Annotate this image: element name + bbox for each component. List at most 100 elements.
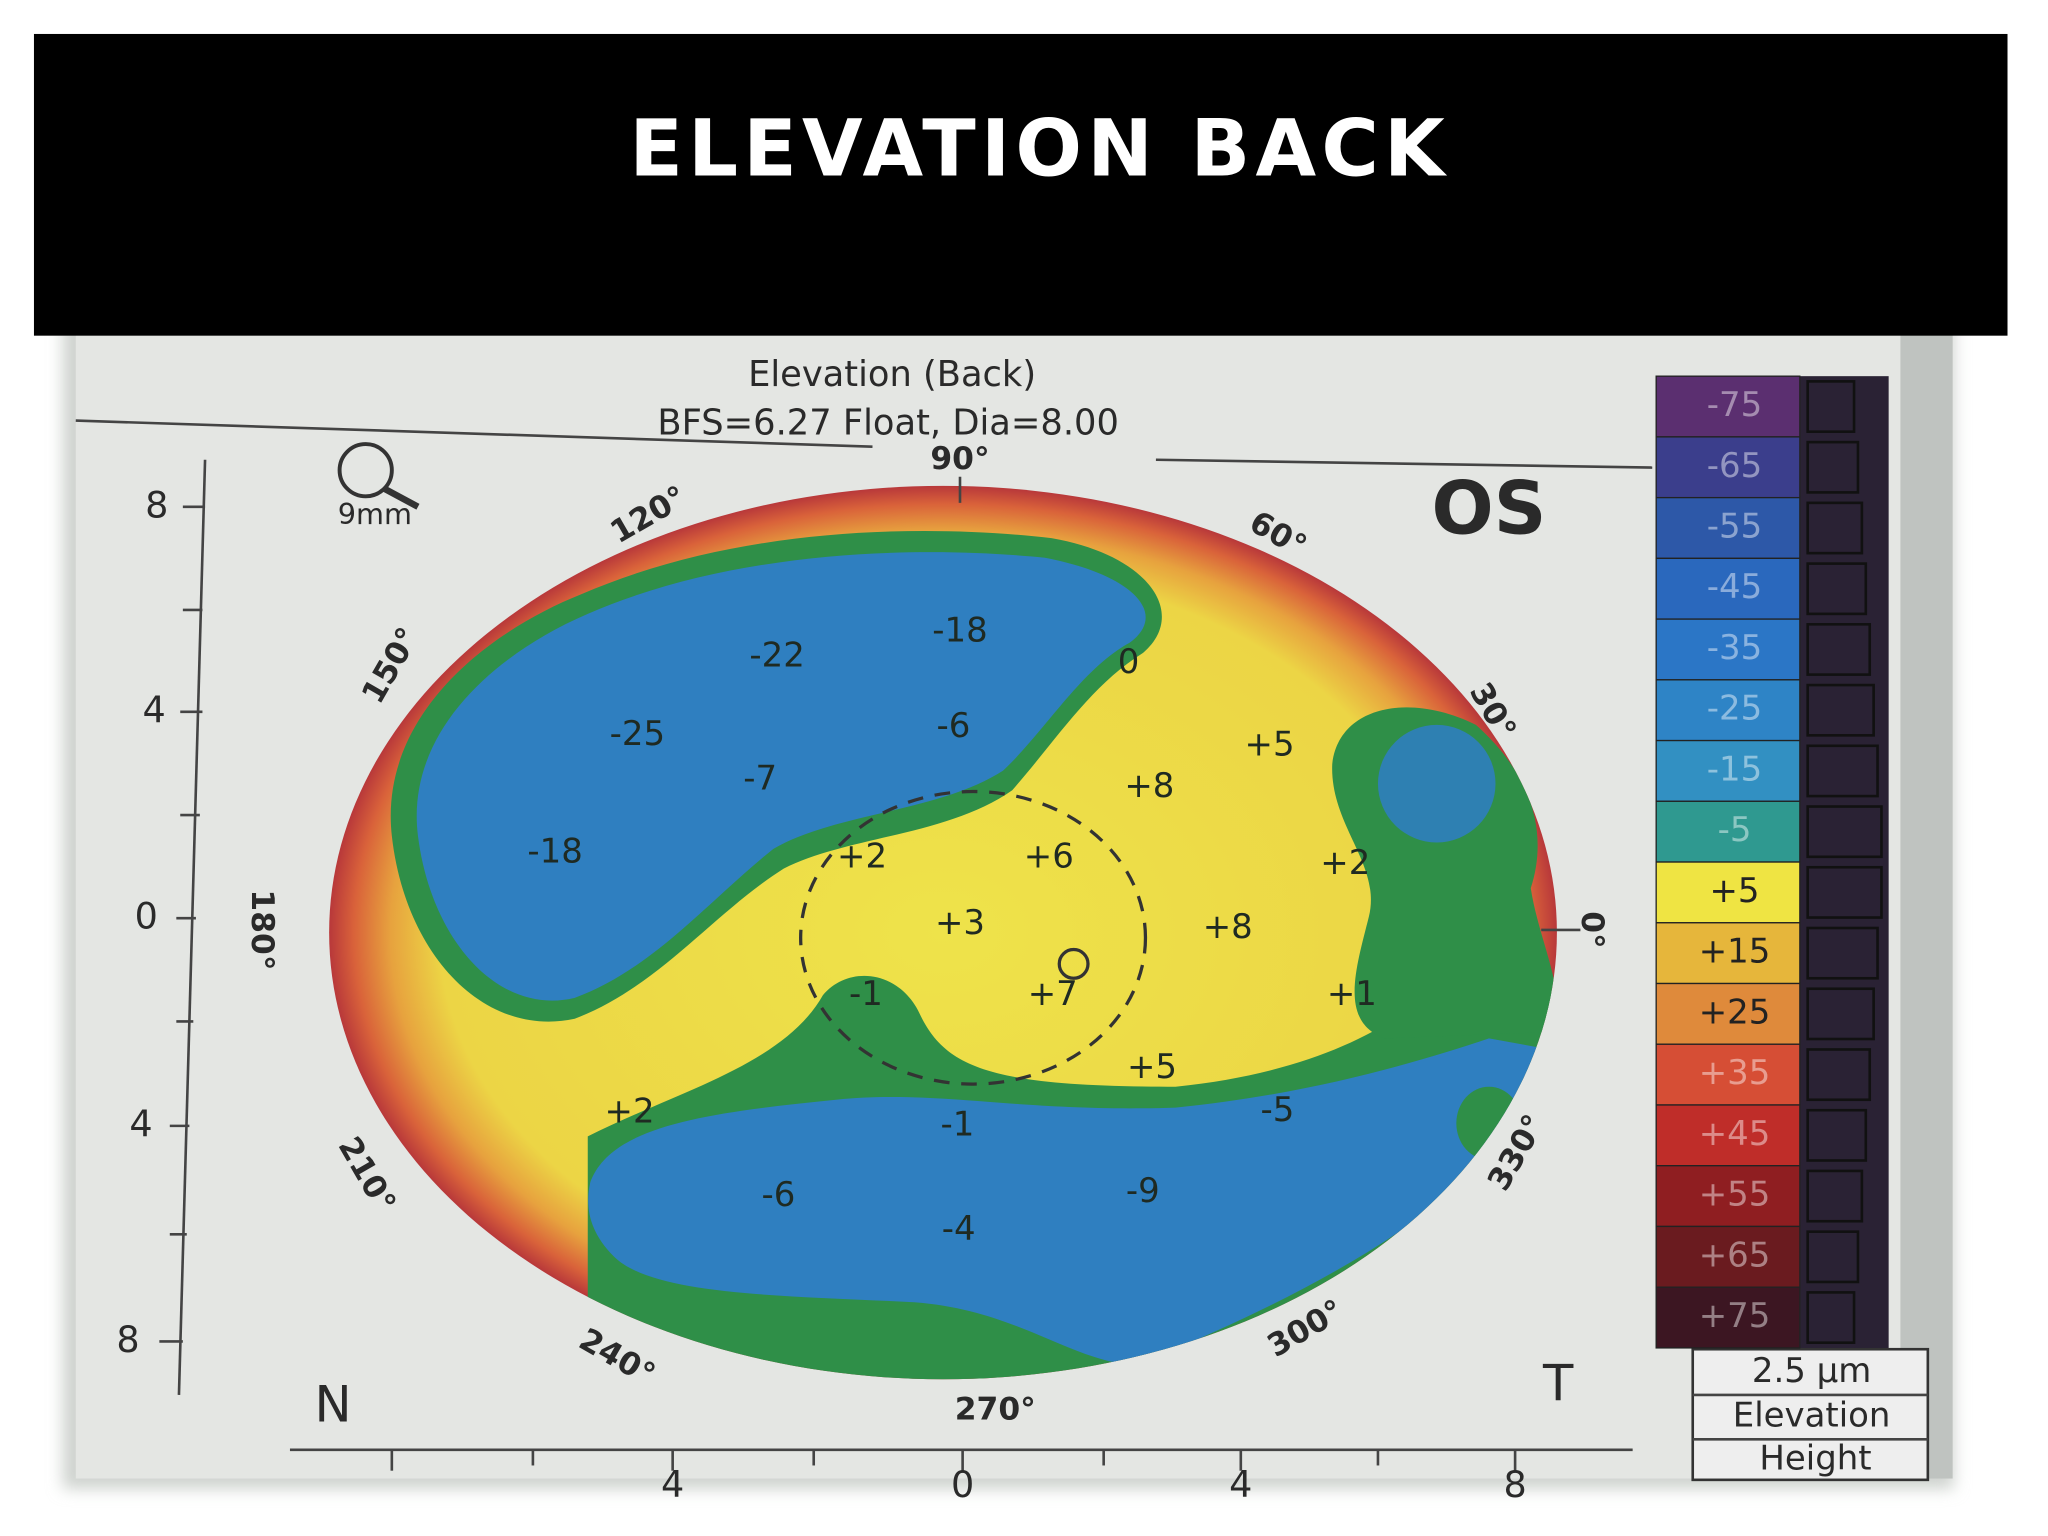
scale-label: +15 (1699, 932, 1771, 972)
elevation-value: +8 (1124, 766, 1174, 806)
x-axis-label: 4 (661, 1463, 684, 1506)
y-axis-label: 8 (145, 483, 168, 526)
elevation-value: +2 (1320, 843, 1370, 883)
scale-bar (1806, 805, 1883, 859)
scale-bar (1806, 987, 1875, 1041)
photo-edge (1900, 329, 1953, 1479)
map-title: Elevation (Back) (748, 354, 1036, 395)
scale-swatch (1655, 436, 1801, 499)
elevation-value: +5 (1245, 724, 1295, 764)
y-axis-label: 4 (142, 688, 165, 731)
rule (75, 419, 873, 448)
scale-bar (1806, 1048, 1872, 1102)
angle-label: 180° (244, 889, 280, 970)
elevation-value: +1 (1327, 974, 1377, 1014)
elevation-value: -25 (610, 714, 665, 754)
scale-label: +5 (1710, 871, 1760, 911)
y-axis-label: 0 (135, 895, 158, 938)
elevation-value: -22 (749, 635, 804, 675)
elevation-value: -6 (762, 1175, 796, 1215)
rule (1155, 458, 1653, 469)
scale-swatch (1655, 1286, 1801, 1349)
x-axis-ticks (390, 1449, 1517, 1471)
scale-swatch (1655, 1104, 1801, 1167)
scale-swatch (1655, 618, 1801, 681)
scale-swatch (1655, 1225, 1801, 1288)
elevation-value: +3 (935, 903, 985, 943)
scale-label: +75 (1699, 1296, 1771, 1336)
scale-bar (1806, 501, 1864, 555)
elevation-value: -18 (932, 611, 987, 651)
y-axis-label: 4 (129, 1102, 152, 1145)
y-axis-label: 8 (116, 1318, 139, 1361)
elevation-value: +2 (837, 837, 887, 877)
scale-label: -35 (1707, 628, 1762, 668)
nasal-label: N (314, 1376, 351, 1434)
scale-label: +55 (1699, 1175, 1771, 1215)
scale-label: -15 (1707, 749, 1762, 789)
elevation-value: -4 (942, 1209, 976, 1249)
temporal-label: T (1542, 1355, 1574, 1413)
angle-label: 270° (955, 1392, 1036, 1428)
scale-bar (1806, 744, 1879, 798)
scale-swatch (1655, 1043, 1801, 1106)
scale-kind: Height (1759, 1439, 1871, 1479)
scale-swatch (1655, 557, 1801, 620)
title-banner (33, 33, 2008, 336)
scale-swatch (1655, 496, 1801, 560)
scale-bar (1806, 1169, 1864, 1223)
scale-bar (1806, 440, 1860, 494)
y-axis-ticks (159, 505, 206, 1343)
elevation-value: -1 (940, 1104, 974, 1144)
elevation-value: -6 (937, 706, 971, 746)
elevation-value: -5 (1260, 1090, 1294, 1130)
y-axis (177, 459, 207, 1395)
elevation-value: -7 (743, 758, 777, 798)
elevation-value: -9 (1126, 1171, 1160, 1211)
scale-label: -75 (1707, 385, 1762, 425)
angle-label: 90° (930, 441, 989, 477)
scale-step: 2.5 µm (1752, 1351, 1871, 1391)
scale-bar (1806, 562, 1868, 616)
elevation-value: +8 (1203, 907, 1253, 947)
scale-bar (1806, 683, 1875, 737)
scale-label: -45 (1707, 567, 1762, 607)
scale-bar (1806, 1108, 1868, 1162)
scale-swatch (1655, 922, 1801, 985)
scale-label: -5 (1718, 810, 1752, 850)
scale-label: +25 (1699, 992, 1771, 1032)
scale-label: -25 (1707, 689, 1762, 729)
color-scale: -75 -65 -55 -45 -35 -25 -15 -5 +5 +15 +25 +35 +45 +55… (1655, 375, 1930, 1482)
scale-bar (1806, 1230, 1860, 1284)
scale-bar (1806, 380, 1856, 433)
scale-swatch (1655, 800, 1801, 863)
elevation-value: 0 (1118, 642, 1140, 682)
elevation-map (329, 476, 1581, 1380)
elevation-value: -1 (849, 974, 883, 1014)
x-axis-label: 4 (1229, 1463, 1252, 1506)
scale-swatch (1655, 375, 1801, 438)
elevation-value: -18 (527, 831, 582, 871)
scale-bar (1806, 1291, 1856, 1344)
scale-label: +65 (1699, 1235, 1771, 1275)
scale-label: -65 (1707, 446, 1762, 486)
scale-label: -55 (1707, 507, 1762, 547)
scale-bar (1806, 865, 1883, 919)
scale-mode: Elevation (1733, 1396, 1891, 1436)
map-subtitle: BFS=6.27 Float, Dia=8.00 (657, 402, 1118, 443)
eye-label: OS (1432, 466, 1547, 551)
x-axis-label: 8 (1503, 1463, 1526, 1506)
zoom-icon (337, 442, 420, 510)
scale-label: +45 (1699, 1114, 1771, 1154)
elevation-value: +2 (605, 1091, 655, 1131)
scale-swatch (1655, 679, 1801, 742)
slide-title: ELEVATION BACK (629, 104, 1450, 195)
scale-bar (1806, 926, 1879, 980)
angle-label: 0° (1574, 911, 1610, 948)
x-axis-label: 0 (951, 1463, 974, 1506)
scale-label: +35 (1699, 1053, 1771, 1093)
zoom-label: 9mm (338, 497, 412, 531)
scale-bar (1806, 623, 1872, 676)
